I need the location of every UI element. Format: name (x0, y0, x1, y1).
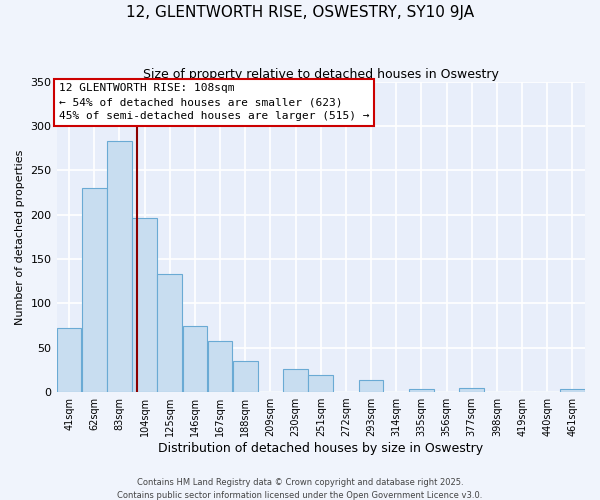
Bar (133, 218, 157, 392)
Bar (107, 141, 132, 392)
Y-axis label: Number of detached properties: Number of detached properties (15, 149, 25, 324)
Text: 12 GLENTWORTH RISE: 108sqm
← 54% of detached houses are smaller (623)
45% of sem: 12 GLENTWORTH RISE: 108sqm ← 54% of deta… (59, 84, 370, 122)
Bar (57, 328, 82, 392)
X-axis label: Distribution of detached houses by size in Oswestry: Distribution of detached houses by size … (158, 442, 484, 455)
Text: 12, GLENTWORTH RISE, OSWESTRY, SY10 9JA: 12, GLENTWORTH RISE, OSWESTRY, SY10 9JA (126, 5, 474, 20)
Title: Size of property relative to detached houses in Oswestry: Size of property relative to detached ho… (143, 68, 499, 80)
Bar (359, 380, 383, 392)
Bar (182, 326, 207, 392)
Bar (82, 188, 107, 392)
Bar (208, 340, 232, 392)
Bar (560, 388, 585, 392)
Bar (157, 274, 182, 392)
Bar (308, 375, 333, 392)
Bar (409, 388, 434, 392)
Bar (283, 369, 308, 392)
Bar (233, 361, 257, 392)
Bar (460, 388, 484, 392)
Text: Contains HM Land Registry data © Crown copyright and database right 2025.
Contai: Contains HM Land Registry data © Crown c… (118, 478, 482, 500)
